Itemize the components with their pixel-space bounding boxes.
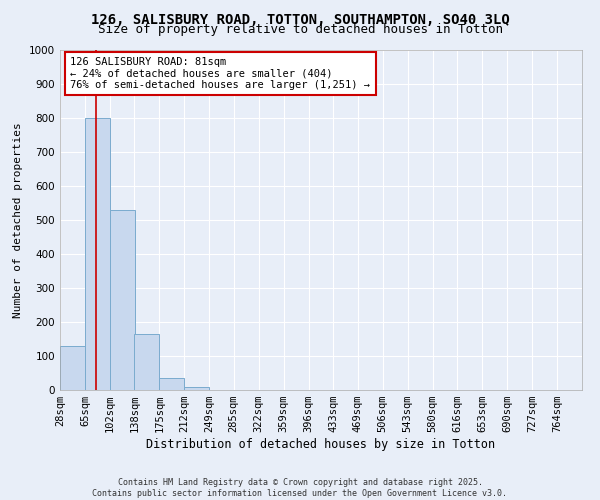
Bar	[60, 346, 85, 390]
Bar	[85, 118, 110, 390]
Bar	[110, 210, 135, 390]
Text: Size of property relative to detached houses in Totton: Size of property relative to detached ho…	[97, 22, 503, 36]
Y-axis label: Number of detached properties: Number of detached properties	[13, 122, 23, 318]
Text: 126, SALISBURY ROAD, TOTTON, SOUTHAMPTON, SO40 3LQ: 126, SALISBURY ROAD, TOTTON, SOUTHAMPTON…	[91, 12, 509, 26]
Text: 126 SALISBURY ROAD: 81sqm
← 24% of detached houses are smaller (404)
76% of semi: 126 SALISBURY ROAD: 81sqm ← 24% of detac…	[70, 57, 370, 90]
X-axis label: Distribution of detached houses by size in Totton: Distribution of detached houses by size …	[146, 438, 496, 451]
Bar	[134, 334, 159, 390]
Bar	[159, 378, 184, 390]
Text: Contains HM Land Registry data © Crown copyright and database right 2025.
Contai: Contains HM Land Registry data © Crown c…	[92, 478, 508, 498]
Bar	[184, 386, 209, 390]
